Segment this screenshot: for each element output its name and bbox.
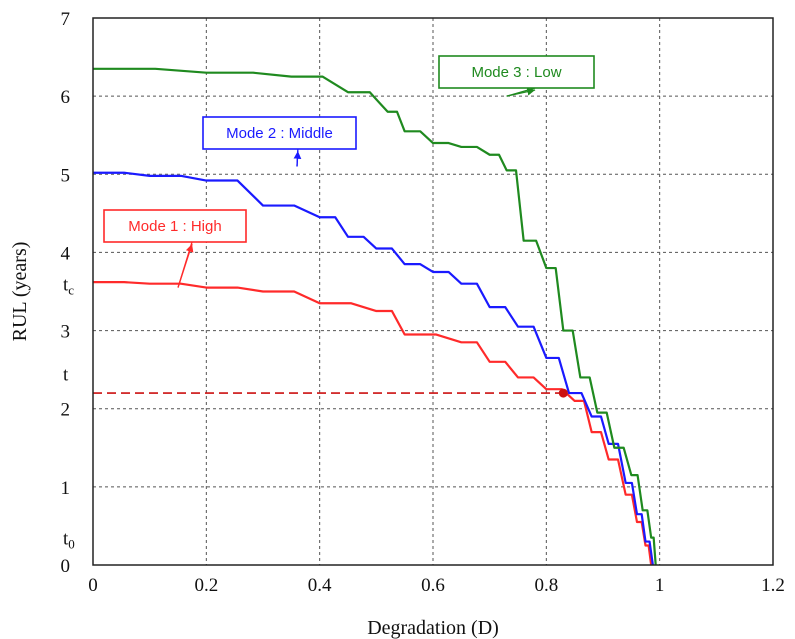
y-tick-label: 2 [61, 400, 71, 421]
y-tick-label: 1 [61, 478, 71, 499]
t0-label-main: t [63, 529, 69, 550]
y-tick-label: 0 [61, 556, 71, 577]
tc-label: tc [63, 275, 74, 298]
series-line-mode-3 [93, 67, 657, 566]
legend-label-mode-3: Mode 3 : Low [471, 64, 561, 81]
y-tick-label: 3 [61, 322, 71, 343]
y-tick-label: 7 [61, 9, 71, 30]
x-tick-label: 0.6 [421, 575, 445, 596]
t0-label: t0 [63, 529, 75, 552]
x-tick-label: 0.8 [534, 575, 558, 596]
callout-arrow [293, 150, 302, 167]
x-tick-label: 1 [655, 575, 665, 596]
y-axis-label: RUL (years) [9, 242, 31, 342]
tc-label-subscript: c [68, 283, 74, 298]
series-layer [93, 67, 657, 566]
tc-label-main: t [63, 275, 69, 296]
annotation-layer: Mode 1 : High Mode 2 : Middle Mode 3 : Low… [63, 55, 595, 552]
t-label: t [63, 365, 69, 386]
callout-arrow [506, 87, 536, 97]
y-tick-label: 6 [61, 87, 71, 108]
x-axis-label: Degradation (D) [367, 617, 499, 639]
plot-frame [92, 17, 774, 566]
x-tick-label: 1.2 [761, 575, 785, 596]
series-line-mode-2 [93, 171, 654, 566]
legend-label-mode-2: Mode 2 : Middle [226, 125, 333, 142]
y-tick-label: 5 [61, 165, 71, 186]
current-degradation-marker [558, 388, 568, 398]
legend-box-mode-1 [103, 209, 247, 243]
legend-box-mode-2 [202, 116, 357, 150]
tick-labels: 0 0.2 0.4 0.6 0.8 1 1.2 0 1 2 3 4 5 6 7 [61, 9, 785, 596]
x-tick-label: 0 [88, 575, 98, 596]
callout-arrow [177, 243, 194, 288]
legend-box-mode-3 [438, 55, 595, 89]
y-tick-label: 4 [61, 243, 71, 264]
t0-label-subscript: 0 [68, 537, 75, 552]
t-label-main: t [63, 365, 69, 386]
grid [93, 18, 773, 565]
x-tick-label: 0.2 [194, 575, 218, 596]
x-tick-label: 0.4 [308, 575, 332, 596]
legend-label-mode-1: Mode 1 : High [128, 218, 221, 235]
series-line-mode-1 [93, 281, 653, 566]
